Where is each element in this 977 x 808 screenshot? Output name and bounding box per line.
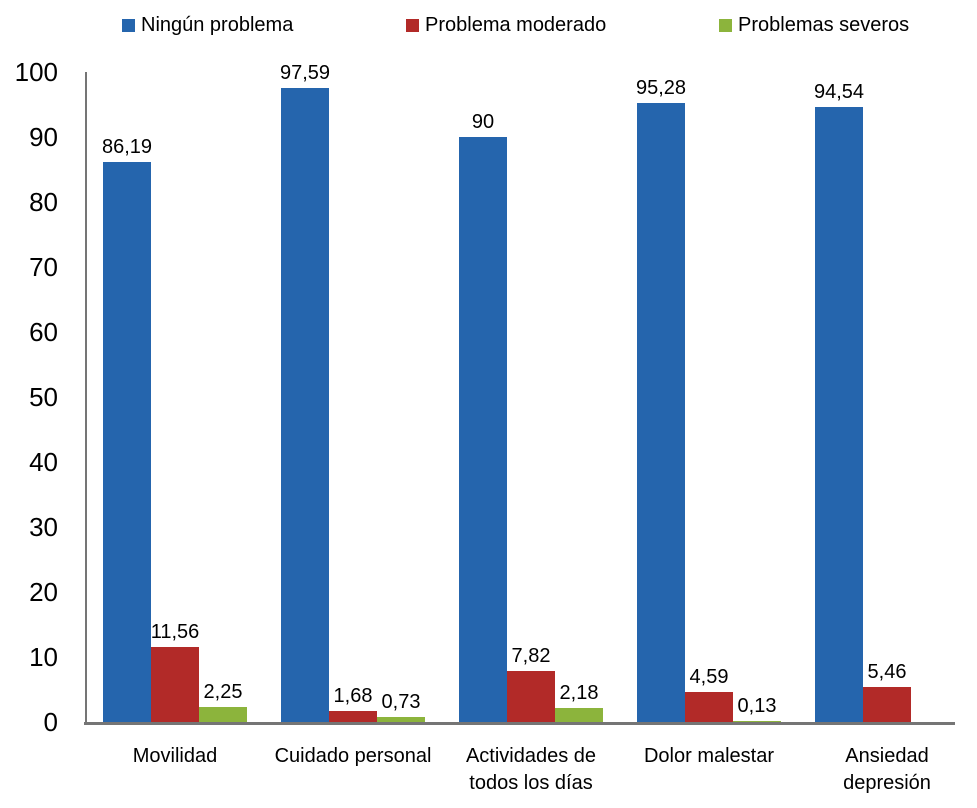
bar-series2-cat3 [733,721,781,722]
category-label-2: Actividades de todos los días [465,745,597,794]
legend-label-problema-moderado: Problema moderado [425,14,607,36]
y-tick-label-0: 0 [43,707,58,737]
y-tick-label-20: 20 [29,577,58,607]
legend-item-problema-moderado: Problema moderado [406,13,606,37]
y-tick-label-80: 80 [29,187,58,217]
value-label-series2-cat0: 2,25 [203,681,243,703]
y-tick-label-10: 10 [29,642,58,672]
x-axis-line [84,722,955,725]
value-label-series1-cat3: 4,59 [689,666,729,688]
value-label-series2-cat2: 2,18 [559,682,599,704]
legend-item-problemas-severos: Problemas severos [719,13,909,37]
legend-swatch-green-icon [719,18,732,32]
value-label-series0-cat2: 90 [471,111,495,133]
plot-area: 86,19 11,56 2,25 97,59 1,68 0,73 90 7,82 2,18 95,… [84,62,976,725]
category-label-1: Cuidado personal [274,745,432,767]
value-label-series0-cat1: 97,59 [279,62,331,84]
bar-series0-cat1 [281,88,329,722]
bar-series1-cat4 [863,687,911,722]
bar-series1-cat1 [329,711,377,722]
value-label-series1-cat4: 5,46 [867,661,907,683]
y-tick-label-90: 90 [29,122,58,152]
category-label-0: Movilidad [132,745,218,767]
category-label-4: Ansiedad depresión [843,745,931,794]
bar-series1-cat2 [507,671,555,722]
y-tick-label-60: 60 [29,317,58,347]
y-tick-label-100: 100 [14,57,58,87]
value-label-series1-cat2: 7,82 [511,645,551,667]
legend-item-ningun-problema: Ningún problema [122,13,293,37]
value-label-series1-cat0: 11,56 [150,621,200,643]
bar-series2-cat1 [377,717,425,722]
bar-series1-cat3 [685,692,733,722]
value-label-series0-cat0: 86,19 [101,136,153,158]
bar-series0-cat4 [815,107,863,722]
value-label-series2-cat3: 0,13 [737,695,777,717]
value-label-series2-cat1: 0,73 [381,691,421,713]
bar-series2-cat0 [199,707,247,722]
y-tick-label-30: 30 [29,512,58,542]
y-axis-line [85,72,87,725]
legend-label-ningun-problema: Ningún problema [141,14,294,36]
x-axis-category-labels: Movilidad Cuidado personal Actividades de … [86,743,976,797]
value-label-series0-cat3: 95,28 [635,77,687,99]
bar-series0-cat3 [637,103,685,722]
bar-series0-cat2 [459,137,507,722]
category-label-3: Dolor malestar [643,745,775,767]
y-tick-label-50: 50 [29,382,58,412]
legend-swatch-blue-icon [122,18,135,32]
y-tick-label-40: 40 [29,447,58,477]
bar-series0-cat0 [103,162,151,722]
legend-swatch-red-icon [406,18,419,32]
bar-series2-cat2 [555,708,603,722]
legend-label-problemas-severos: Problemas severos [738,14,910,36]
bar-series1-cat0 [151,647,199,722]
value-label-series1-cat1: 1,68 [333,685,373,707]
value-label-series0-cat4: 94,54 [813,81,865,103]
y-tick-label-70: 70 [29,252,58,282]
